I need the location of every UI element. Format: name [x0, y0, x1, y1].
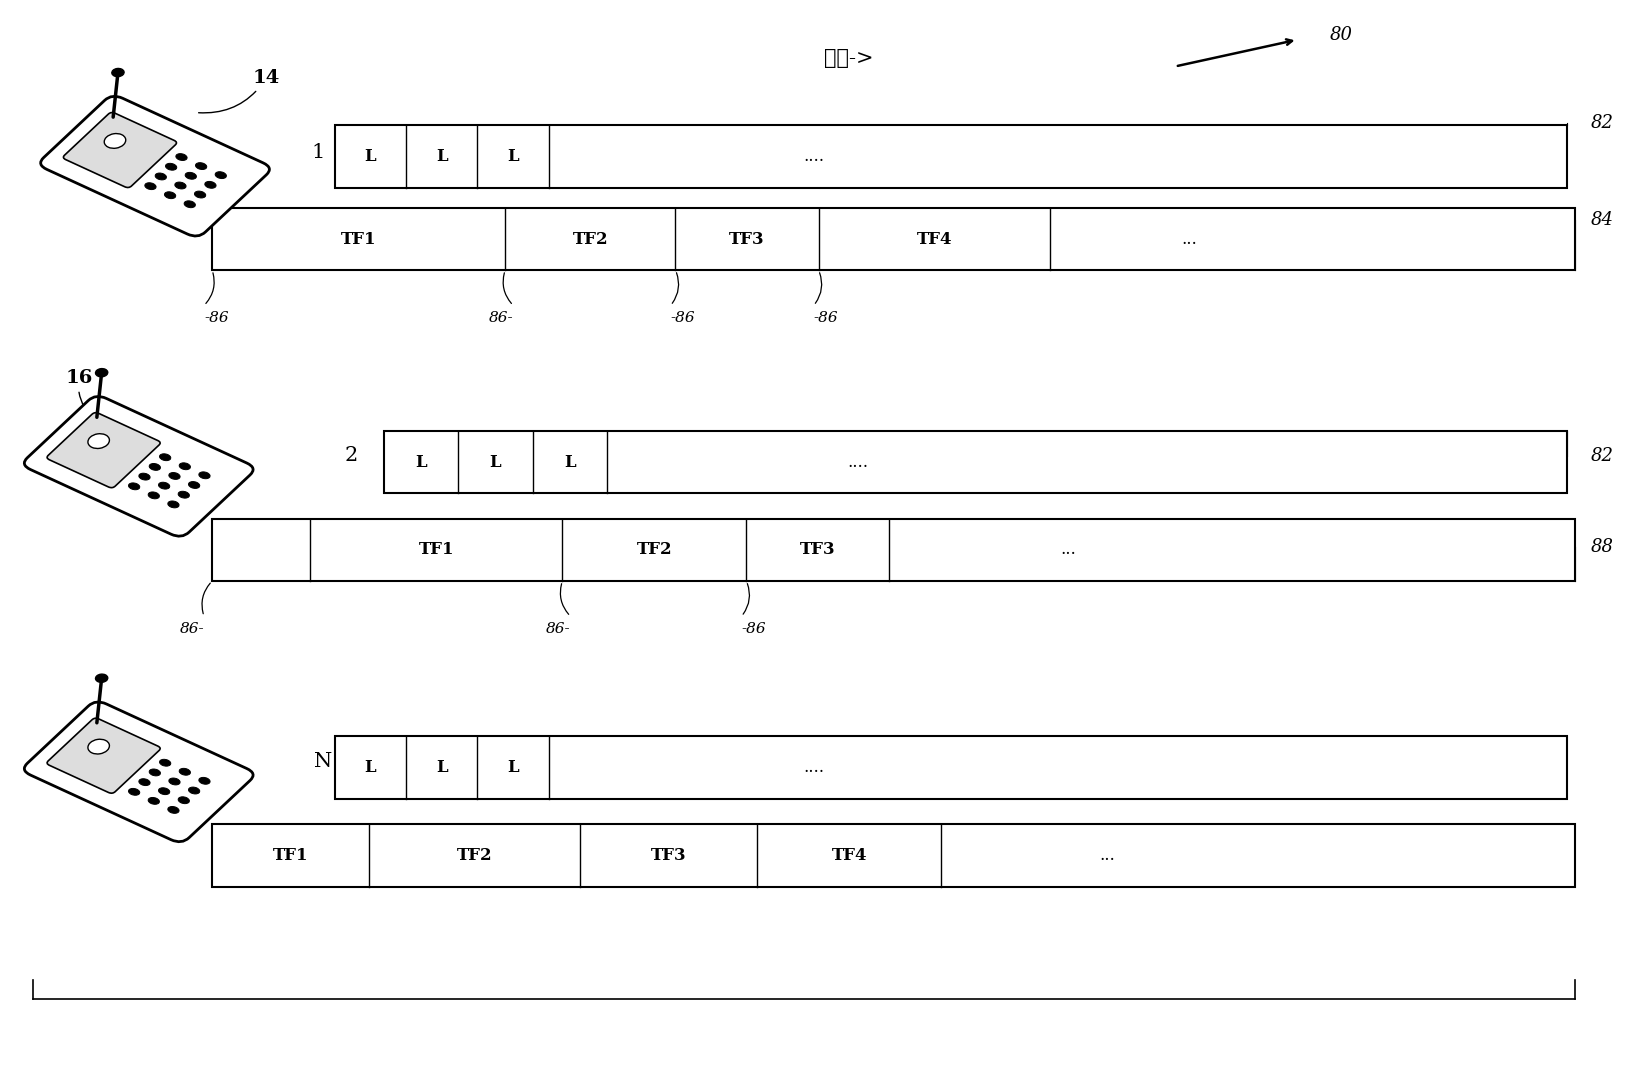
Ellipse shape	[165, 163, 176, 170]
Ellipse shape	[178, 796, 189, 804]
Text: 86-: 86-	[488, 311, 514, 326]
Ellipse shape	[155, 173, 166, 180]
Text: L: L	[415, 453, 426, 471]
Text: -86: -86	[741, 622, 765, 637]
Text: N: N	[313, 751, 333, 771]
Ellipse shape	[168, 501, 180, 508]
FancyBboxPatch shape	[64, 113, 176, 188]
Text: 2: 2	[344, 446, 357, 465]
Ellipse shape	[160, 453, 171, 461]
Text: TF2: TF2	[457, 847, 493, 864]
Text: L: L	[490, 453, 501, 471]
Bar	[212, 208, 1575, 270]
Ellipse shape	[88, 434, 109, 448]
Text: -86: -86	[204, 311, 228, 326]
Text: TF4: TF4	[917, 230, 951, 248]
Ellipse shape	[158, 788, 170, 794]
Text: 16: 16	[65, 369, 96, 419]
Bar	[335, 125, 1567, 188]
Text: -86: -86	[671, 311, 695, 326]
Text: 14: 14	[199, 69, 281, 113]
Ellipse shape	[160, 759, 171, 766]
Ellipse shape	[96, 369, 108, 377]
FancyBboxPatch shape	[47, 718, 160, 793]
Ellipse shape	[139, 473, 150, 480]
Text: 80: 80	[1330, 27, 1353, 44]
Ellipse shape	[165, 192, 176, 198]
Ellipse shape	[145, 182, 157, 190]
Ellipse shape	[199, 472, 211, 479]
Bar	[335, 736, 1567, 799]
Text: 88: 88	[1591, 538, 1614, 555]
Text: TF3: TF3	[730, 230, 765, 248]
Text: ....: ....	[803, 148, 824, 165]
Ellipse shape	[194, 191, 206, 198]
Text: TF3: TF3	[800, 541, 836, 559]
Ellipse shape	[199, 777, 211, 785]
Text: TF1: TF1	[273, 847, 308, 864]
Text: 82: 82	[1591, 115, 1614, 132]
Ellipse shape	[215, 172, 227, 179]
Ellipse shape	[196, 163, 207, 169]
Ellipse shape	[180, 769, 191, 775]
Ellipse shape	[149, 798, 160, 804]
Text: TF1: TF1	[341, 230, 377, 248]
FancyBboxPatch shape	[41, 96, 269, 236]
Text: ...: ...	[1061, 541, 1077, 559]
Text: L: L	[508, 759, 519, 776]
Text: ...: ...	[1100, 847, 1115, 864]
Ellipse shape	[96, 674, 108, 683]
Ellipse shape	[184, 173, 196, 179]
Ellipse shape	[180, 463, 191, 470]
Text: TF1: TF1	[418, 541, 454, 559]
Text: L: L	[565, 453, 576, 471]
Ellipse shape	[129, 788, 140, 795]
Text: L: L	[436, 148, 447, 165]
Text: 86-: 86-	[180, 622, 204, 637]
Text: 86-: 86-	[547, 622, 571, 637]
Text: TF3: TF3	[651, 847, 687, 864]
Text: 84: 84	[1591, 211, 1614, 228]
Ellipse shape	[168, 473, 180, 479]
Ellipse shape	[168, 806, 180, 814]
Ellipse shape	[168, 778, 180, 785]
Ellipse shape	[88, 740, 109, 754]
Text: 1: 1	[312, 143, 325, 162]
Text: TF4: TF4	[831, 847, 867, 864]
Ellipse shape	[149, 463, 160, 471]
Ellipse shape	[149, 492, 160, 498]
Bar	[384, 431, 1567, 493]
Ellipse shape	[129, 482, 140, 490]
Text: ...: ...	[1182, 230, 1198, 248]
Text: ....: ....	[847, 453, 868, 471]
Ellipse shape	[158, 482, 170, 489]
Text: 时间->: 时间->	[824, 49, 873, 69]
Text: L: L	[436, 759, 447, 776]
FancyBboxPatch shape	[24, 702, 253, 842]
Text: L: L	[508, 148, 519, 165]
Ellipse shape	[113, 69, 124, 77]
FancyBboxPatch shape	[47, 413, 160, 488]
Text: -86: -86	[814, 311, 839, 326]
Text: TF2: TF2	[636, 541, 672, 559]
Text: TF2: TF2	[573, 230, 609, 248]
Text: L: L	[364, 148, 375, 165]
Bar	[212, 519, 1575, 581]
Ellipse shape	[189, 481, 199, 489]
Ellipse shape	[149, 769, 160, 776]
FancyBboxPatch shape	[24, 397, 253, 536]
Text: ....: ....	[803, 759, 824, 776]
Ellipse shape	[189, 787, 199, 794]
Ellipse shape	[178, 491, 189, 498]
Ellipse shape	[184, 200, 196, 208]
Text: L: L	[364, 759, 375, 776]
Ellipse shape	[206, 181, 215, 189]
Text: 82: 82	[1591, 447, 1614, 464]
Ellipse shape	[139, 778, 150, 786]
Ellipse shape	[104, 134, 126, 148]
Ellipse shape	[175, 182, 186, 189]
Ellipse shape	[176, 153, 188, 161]
Bar	[212, 824, 1575, 887]
